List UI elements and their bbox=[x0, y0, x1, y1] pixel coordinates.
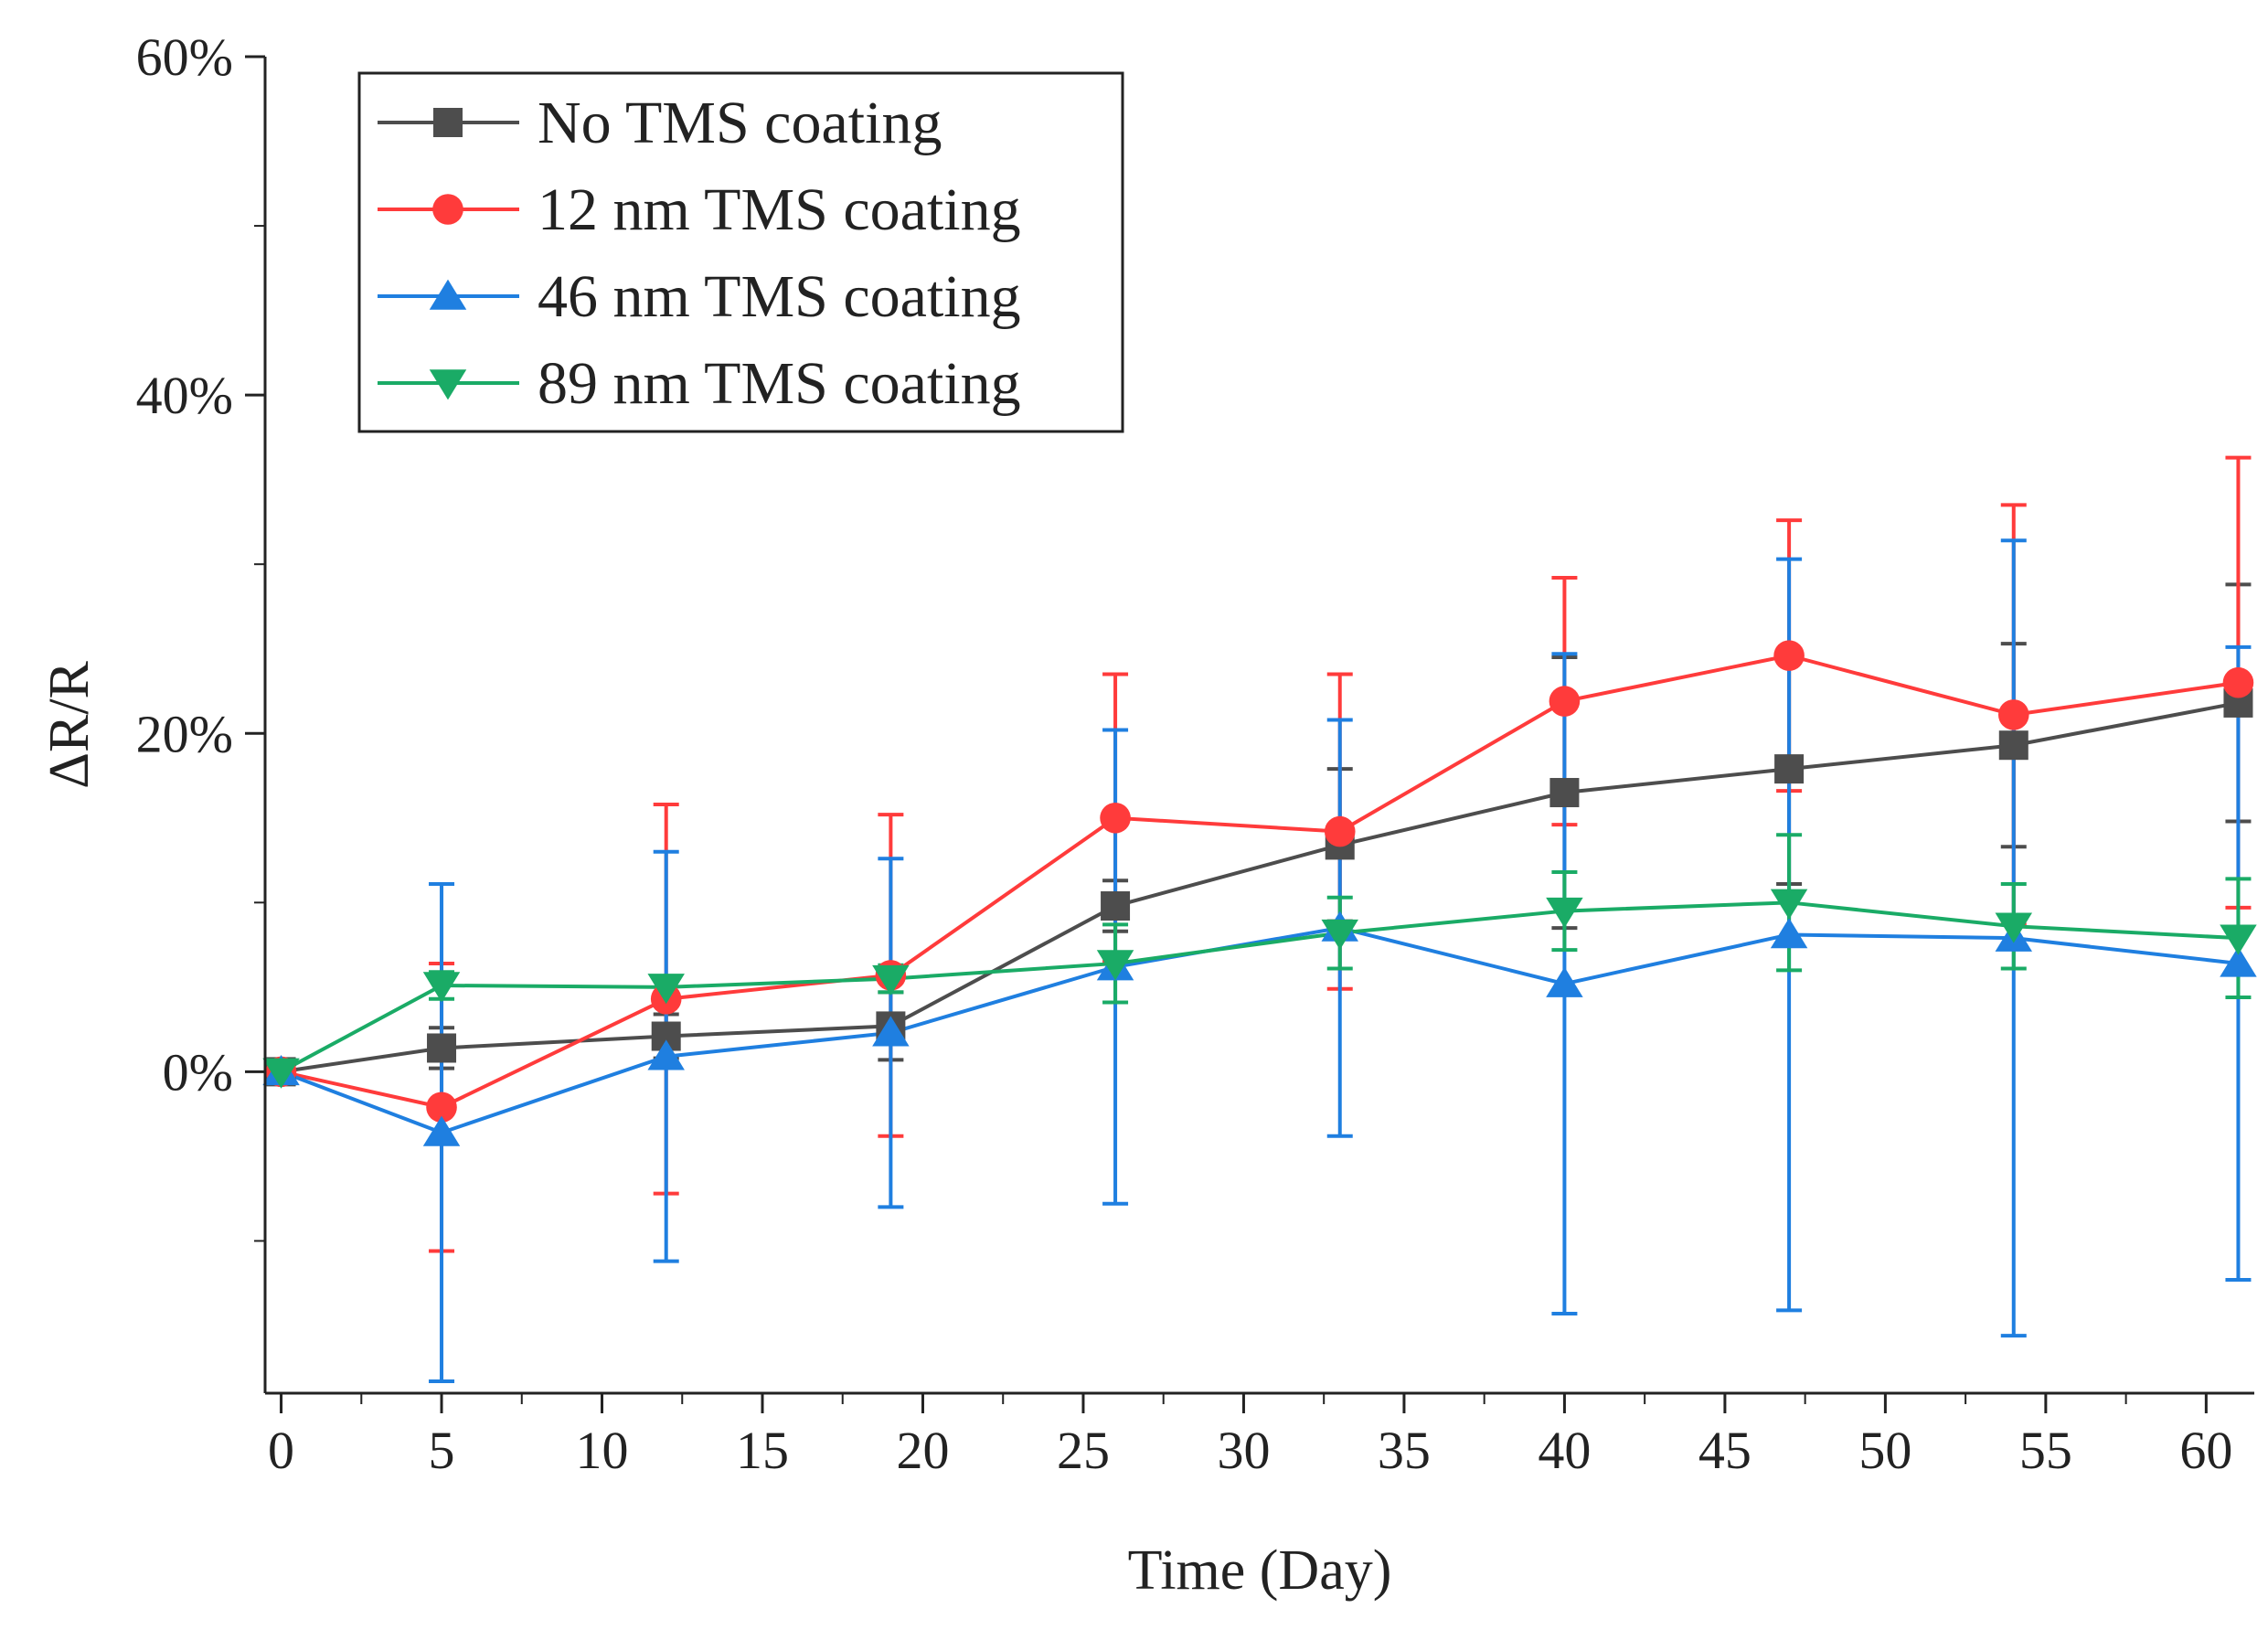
data-point-46-nm-tms-coating bbox=[1546, 966, 1583, 997]
data-point-89-nm-tms-coating bbox=[1096, 950, 1134, 981]
legend-label-12-nm-tms-coating: 12 nm TMS coating bbox=[538, 176, 1021, 243]
y-tick-label: 20% bbox=[136, 704, 233, 763]
y-axis-title: ΔR/R bbox=[38, 660, 101, 788]
x-tick-label: 40 bbox=[1538, 1421, 1591, 1480]
data-point-46-nm-tms-coating bbox=[647, 1039, 685, 1070]
data-point-12-nm-tms-coating bbox=[426, 1092, 457, 1124]
data-point-89-nm-tms-coating bbox=[262, 1058, 300, 1089]
data-point-46-nm-tms-coating bbox=[872, 1016, 910, 1047]
x-tick-label: 5 bbox=[429, 1421, 455, 1480]
data-point-12-nm-tms-coating bbox=[2222, 666, 2254, 698]
legend-label-no-tms-coating: No TMS coating bbox=[538, 90, 942, 156]
x-tick-label: 10 bbox=[576, 1421, 629, 1480]
data-point-89-nm-tms-coating bbox=[1321, 919, 1358, 951]
data-point-89-nm-tms-coating bbox=[872, 964, 910, 996]
legend-marker-46-nm-tms-coating bbox=[429, 279, 467, 310]
legend-box bbox=[357, 71, 1124, 433]
data-point-no-tms-coating bbox=[427, 1033, 457, 1063]
y-tick-label: 40% bbox=[136, 366, 233, 425]
x-tick-label: 60 bbox=[2179, 1421, 2232, 1480]
legend-label-46-nm-tms-coating: 46 nm TMS coating bbox=[538, 263, 1021, 330]
data-point-89-nm-tms-coating bbox=[647, 974, 685, 1005]
x-tick-label: 25 bbox=[1057, 1421, 1110, 1480]
x-tick-label: 0 bbox=[268, 1421, 294, 1480]
x-tick-label: 35 bbox=[1378, 1421, 1431, 1480]
data-point-no-tms-coating bbox=[1774, 754, 1805, 784]
x-tick-label: 55 bbox=[2019, 1421, 2072, 1480]
x-tick-label: 20 bbox=[896, 1421, 949, 1480]
x-tick-label: 30 bbox=[1217, 1421, 1270, 1480]
data-point-89-nm-tms-coating bbox=[1770, 889, 1808, 920]
x-tick-label: 15 bbox=[736, 1421, 789, 1480]
legend-label-89-nm-tms-coating: 89 nm TMS coating bbox=[538, 350, 1021, 417]
data-point-12-nm-tms-coating bbox=[1549, 686, 1581, 717]
series-line-no-tms-coating bbox=[281, 700, 2239, 1074]
data-point-89-nm-tms-coating bbox=[2220, 924, 2257, 955]
data-point-no-tms-coating bbox=[1549, 778, 1580, 808]
y-tick-label: 0% bbox=[163, 1042, 233, 1102]
data-point-46-nm-tms-coating bbox=[2220, 946, 2257, 977]
data-point-12-nm-tms-coating bbox=[1324, 815, 1356, 847]
data-point-89-nm-tms-coating bbox=[1546, 897, 1583, 928]
x-tick-label: 50 bbox=[1858, 1421, 1911, 1480]
data-point-46-nm-tms-coating bbox=[1770, 918, 1808, 949]
series-line-89-nm-tms-coating bbox=[280, 900, 2239, 1074]
data-point-no-tms-coating bbox=[1998, 730, 2028, 761]
series-line-12-nm-tms-coating bbox=[281, 654, 2239, 1110]
x-axis-title: Time (Day) bbox=[1128, 1539, 1392, 1602]
legend-marker-no-tms-coating bbox=[433, 108, 463, 137]
data-point-12-nm-tms-coating bbox=[1997, 699, 2029, 730]
data-point-89-nm-tms-coating bbox=[1995, 912, 2033, 943]
data-point-12-nm-tms-coating bbox=[1773, 640, 1805, 671]
y-tick-label: 60% bbox=[136, 27, 233, 87]
legend-marker-12-nm-tms-coating bbox=[432, 194, 463, 225]
data-point-12-nm-tms-coating bbox=[1100, 802, 1131, 834]
data-point-46-nm-tms-coating bbox=[422, 1115, 461, 1146]
data-point-89-nm-tms-coating bbox=[422, 972, 461, 1003]
series-line-46-nm-tms-coating bbox=[280, 926, 2239, 1135]
data-point-no-tms-coating bbox=[1101, 891, 1131, 921]
legend-marker-89-nm-tms-coating bbox=[429, 369, 467, 400]
x-tick-label: 45 bbox=[1698, 1421, 1752, 1480]
